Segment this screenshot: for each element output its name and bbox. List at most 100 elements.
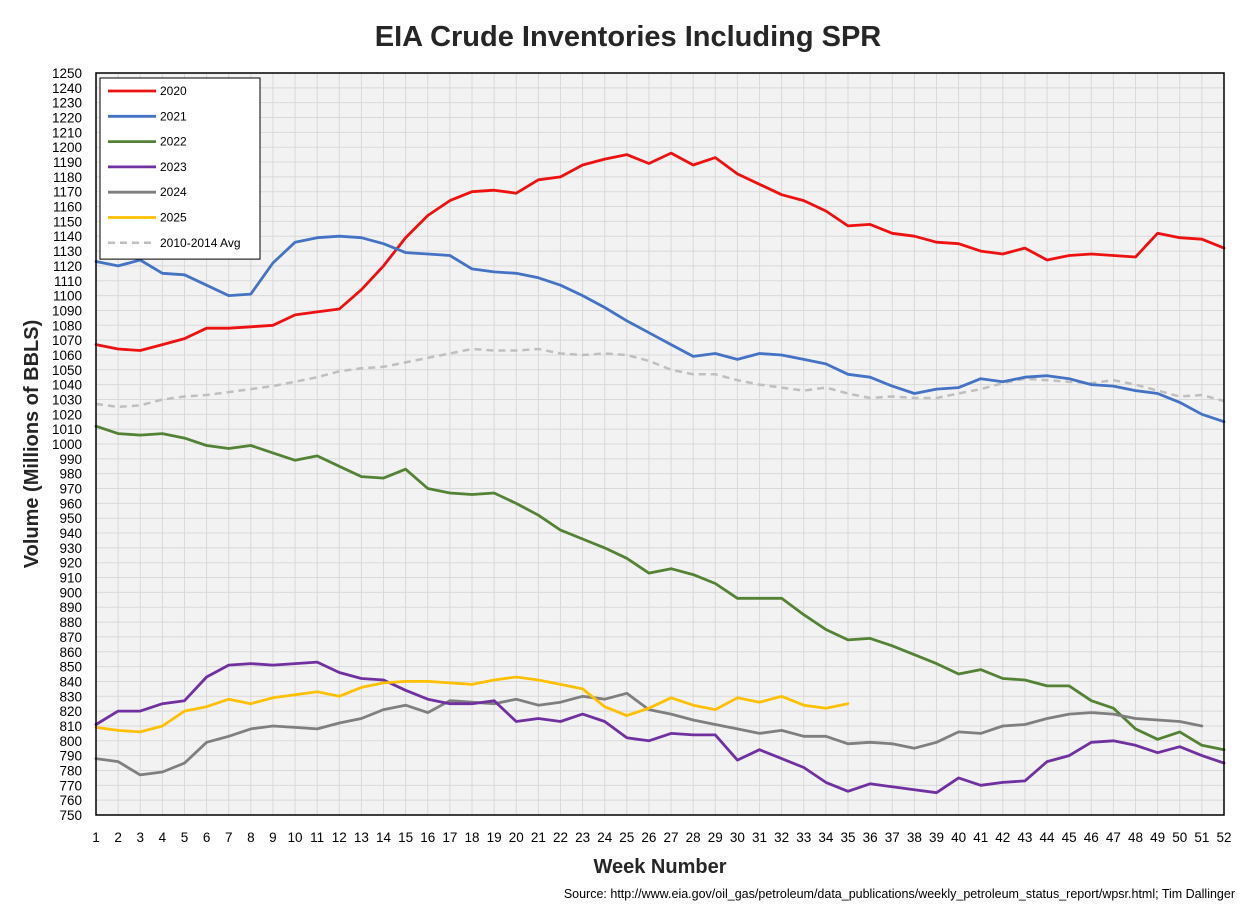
y-axis-ticks: 7507607707807908008108208308408508608708… [52,66,82,823]
y-tick-label: 1020 [52,407,82,422]
x-tick-label: 3 [136,830,144,845]
x-tick-label: 21 [531,830,546,845]
y-tick-label: 1120 [53,259,82,274]
y-tick-label: 810 [59,719,82,734]
legend-label: 2021 [160,109,187,123]
y-tick-label: 1140 [53,229,82,244]
legend-box [99,77,261,260]
x-tick-label: 50 [1172,830,1187,845]
x-tick-label: 1 [92,830,100,845]
x-tick-label: 49 [1150,830,1165,845]
legend-label: 2023 [160,160,187,174]
x-tick-label: 26 [641,830,656,845]
series-line-2022 [94,424,1226,752]
y-tick-label: 1000 [52,437,82,452]
y-tick-label: 860 [59,645,82,660]
y-tick-label: 1230 [52,96,82,111]
source-note: Source: http://www.eia.gov/oil_gas/petro… [564,887,1235,901]
x-tick-label: 35 [840,830,855,845]
y-tick-label: 1150 [53,214,82,229]
x-tick-label: 28 [686,830,701,845]
x-tick-label: 24 [597,830,613,845]
series-line-2020 [94,151,1226,352]
y-tick-label: 970 [59,482,82,497]
series-line-2010-2014-avg [95,347,1225,409]
x-tick-label: 32 [774,830,789,845]
y-tick-label: 840 [59,674,82,689]
x-axis-ticks: 1 2 3 4 5 6 7 8 9 10 11 12 13 14 15 16 17 18 19 20 21 22 23 24 2… [92,830,1231,845]
x-tick-label: 38 [907,830,922,845]
y-tick-label: 820 [59,704,82,719]
x-tick-label: 52 [1216,830,1231,845]
x-tick-label: 13 [354,830,369,845]
legend-label: 2022 [160,135,187,149]
x-tick-label: 34 [818,830,834,845]
x-tick-label: 5 [181,830,189,845]
legend: 2020 2021 2022 2023 2024 2025 2010-2014 Avg [99,77,261,260]
x-tick-label: 42 [995,830,1010,845]
y-tick-label: 920 [59,556,82,571]
series-line-2023 [94,660,1226,795]
x-tick-label: 47 [1106,830,1121,845]
y-tick-label: 790 [59,749,82,764]
y-tick-label: 980 [59,467,82,482]
x-tick-label: 19 [487,830,502,845]
y-tick-label: 800 [59,734,82,749]
y-tick-label: 850 [59,660,82,675]
y-tick-label: 1100 [53,289,82,304]
x-tick-label: 36 [863,830,878,845]
y-axis-title: Volume (Millions of BBLS) [21,320,43,569]
y-tick-label: 1060 [52,348,82,363]
y-tick-label: 1090 [52,303,82,318]
y-tick-label: 1080 [52,318,82,333]
x-tick-label: 46 [1084,830,1099,845]
series-line-2021 [94,234,1226,424]
y-tick-label: 1160 [53,200,82,215]
x-tick-label: 9 [269,830,277,845]
x-tick-label: 37 [885,830,900,845]
y-tick-label: 750 [59,808,82,823]
y-tick-label: 1010 [52,422,82,437]
x-tick-label: 8 [247,830,255,845]
x-tick-label: 20 [509,830,524,845]
x-tick-label: 11 [310,830,324,845]
y-tick-label: 950 [59,511,82,526]
x-tick-label: 44 [1040,830,1056,845]
x-tick-label: 43 [1017,830,1032,845]
legend-label: 2020 [160,84,187,98]
y-tick-label: 1180 [53,170,82,185]
y-tick-label: 1240 [52,81,82,96]
y-tick-label: 910 [59,571,82,586]
y-tick-label: 930 [59,541,82,556]
series-line-2025 [94,675,850,734]
x-tick-label: 4 [159,830,167,845]
y-tick-label: 830 [59,689,82,704]
y-tick-label: 1170 [53,185,82,200]
x-tick-label: 23 [575,830,590,845]
y-tick-label: 880 [59,615,82,630]
plot-border [95,72,1225,816]
y-tick-label: 890 [59,600,82,615]
x-tick-label: 14 [376,830,392,845]
x-tick-label: 10 [288,830,303,845]
y-tick-label: 1050 [52,363,82,378]
x-tick-label: 16 [420,830,435,845]
x-tick-label: 33 [796,830,811,845]
x-tick-label: 40 [951,830,966,845]
y-tick-label: 760 [59,793,82,808]
x-tick-label: 17 [442,830,457,845]
y-tick-label: 1190 [53,155,82,170]
x-tick-label: 39 [929,830,944,845]
y-tick-label: 990 [59,452,82,467]
legend-label: 2025 [160,211,187,225]
x-tick-label: 29 [708,830,723,845]
y-tick-label: 1110 [54,274,82,289]
x-tick-label: 31 [752,830,767,845]
y-tick-label: 870 [59,630,82,645]
x-tick-label: 7 [225,830,233,845]
x-tick-label: 25 [619,830,634,845]
x-tick-label: 51 [1194,830,1209,845]
x-tick-label: 12 [332,830,347,845]
chart-title: EIA Crude Inventories Including SPR [375,21,882,53]
